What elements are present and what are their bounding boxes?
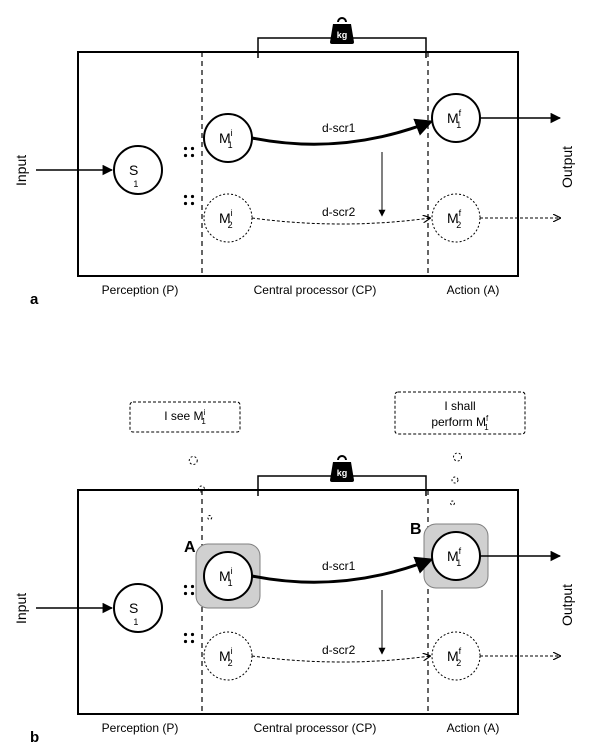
svg-text:kg: kg xyxy=(337,468,348,478)
label-m2i: Mi2 xyxy=(219,208,233,230)
svg-text:kg: kg xyxy=(337,30,348,40)
thought-bubble xyxy=(451,501,455,505)
action-label: Action (A) xyxy=(447,283,500,297)
perception-label: Perception (P) xyxy=(102,721,179,735)
label-m2f: Mf2 xyxy=(447,208,462,230)
input-label: Input xyxy=(13,593,29,624)
cp-label: Central processor (CP) xyxy=(254,283,377,297)
output-label: Output xyxy=(559,584,575,626)
dscr1-label: d-scr1 xyxy=(322,559,356,573)
panel-letter-b: b xyxy=(30,729,39,744)
dots-icon xyxy=(184,633,194,643)
perception-label: Perception (P) xyxy=(102,283,179,297)
cp-label: Central processor (CP) xyxy=(254,721,377,735)
input-label: Input xyxy=(13,155,29,186)
thought-bubble xyxy=(208,516,212,520)
label-m2i: Mi2 xyxy=(219,646,233,668)
dscr1-label: d-scr1 xyxy=(322,121,356,135)
weight-icon: kg xyxy=(330,18,354,44)
thought-b-text: perform Mf1 xyxy=(431,414,489,432)
panel-letter-a: a xyxy=(30,291,39,308)
marker-a: A xyxy=(184,539,196,556)
thought-b-text: I shall xyxy=(444,399,475,413)
thought-bubble xyxy=(454,453,462,461)
dots-icon xyxy=(184,147,194,157)
marker-b: B xyxy=(410,521,422,538)
thought-bubble xyxy=(189,457,197,465)
dscr2-label: d-scr2 xyxy=(322,205,356,219)
thought-a-text: I see Mi1 xyxy=(164,408,206,426)
action-label: Action (A) xyxy=(447,721,500,735)
dots-icon xyxy=(184,585,194,595)
dscr2-label: d-scr2 xyxy=(322,643,356,657)
output-label: Output xyxy=(559,146,575,188)
label-m2f: Mf2 xyxy=(447,646,462,668)
thought-bubble xyxy=(452,477,458,483)
weight-icon: kg xyxy=(330,456,354,482)
dots-icon xyxy=(184,195,194,205)
